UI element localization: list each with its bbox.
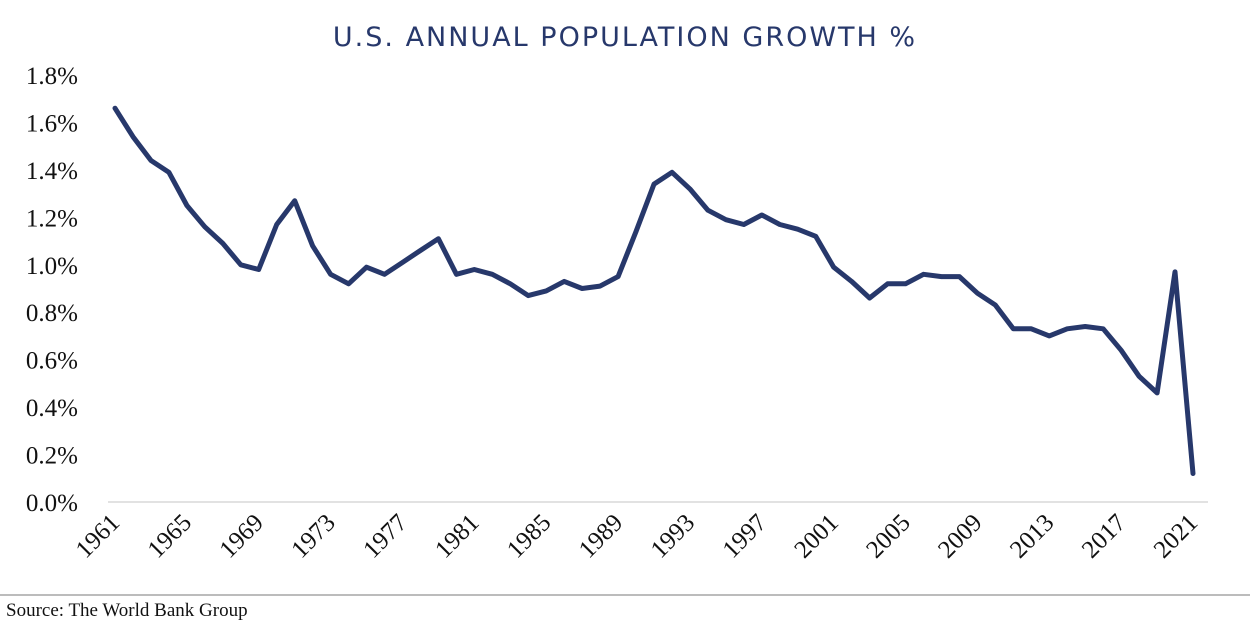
data-point	[669, 170, 674, 175]
data-point	[310, 243, 315, 248]
data-point	[166, 170, 171, 175]
x-tick-label: 1977	[358, 509, 412, 563]
data-point	[1047, 333, 1052, 338]
data-point	[723, 217, 728, 222]
data-point	[831, 265, 836, 270]
data-point	[346, 281, 351, 286]
data-point	[993, 303, 998, 308]
data-point	[1137, 374, 1142, 379]
x-tick-label: 1985	[502, 509, 556, 563]
data-point	[1173, 269, 1178, 274]
data-point	[220, 241, 225, 246]
data-point	[1011, 326, 1016, 331]
data-point	[436, 236, 441, 241]
data-point	[544, 288, 549, 293]
data-point	[939, 274, 944, 279]
data-point	[238, 262, 243, 267]
data-point	[705, 208, 710, 213]
x-tick-label: 1993	[646, 509, 700, 563]
data-point	[490, 272, 495, 277]
x-tick-label: 1973	[286, 509, 340, 563]
data-point	[741, 222, 746, 227]
x-tick-label: 2017	[1077, 509, 1131, 563]
x-tick-label: 2005	[861, 509, 915, 563]
y-tick-label: 1.2%	[26, 205, 78, 232]
data-point	[184, 203, 189, 208]
data-point	[148, 158, 153, 163]
data-point	[1083, 324, 1088, 329]
y-tick-label: 1.0%	[26, 253, 78, 280]
data-point	[1065, 326, 1070, 331]
x-tick-label: 2001	[789, 509, 843, 563]
chart-title: U.S. ANNUAL POPULATION GROWTH %	[333, 22, 917, 53]
y-tick-label: 1.4%	[26, 158, 78, 185]
data-point	[1191, 471, 1196, 476]
data-point	[202, 224, 207, 229]
data-point	[598, 284, 603, 289]
data-point	[256, 267, 261, 272]
data-point	[921, 272, 926, 277]
data-point	[634, 229, 639, 234]
x-tick-label: 1989	[574, 509, 628, 563]
source-note: Source: The World Bank Group	[6, 600, 248, 621]
data-point	[616, 274, 621, 279]
data-point	[849, 279, 854, 284]
y-tick-label: 1.8%	[26, 63, 78, 90]
data-point	[957, 274, 962, 279]
data-point	[975, 291, 980, 296]
data-point	[652, 182, 657, 187]
data-point	[1101, 326, 1106, 331]
y-tick-label: 1.6%	[26, 110, 78, 137]
series-layer	[112, 105, 1196, 476]
data-point	[687, 186, 692, 191]
data-point	[759, 212, 764, 217]
data-point	[508, 281, 513, 286]
data-point	[292, 198, 297, 203]
x-tick-label: 2013	[1005, 509, 1059, 563]
y-axis-ticks: 0.0% 0.2% 0.4% 0.6% 0.8% 1.0% 1.2% 1.4% 1.6% 1.8%	[26, 63, 78, 517]
data-point	[903, 281, 908, 286]
data-point	[777, 222, 782, 227]
data-point	[274, 222, 279, 227]
x-tick-label: 1981	[430, 509, 484, 563]
data-point	[364, 265, 369, 270]
x-axis-ticks: 1961 1965 1969 1973 1977 1981 1985 1989 1993 1997…	[71, 509, 1203, 563]
data-point	[472, 267, 477, 272]
x-tick-label: 2009	[933, 509, 987, 563]
y-tick-label: 0.4%	[26, 395, 78, 422]
data-point	[867, 295, 872, 300]
data-point	[813, 234, 818, 239]
series-line	[112, 105, 1196, 476]
data-point	[526, 293, 531, 298]
data-point	[400, 260, 405, 265]
data-point	[1029, 326, 1034, 331]
y-tick-label: 0.2%	[26, 443, 78, 470]
data-point	[130, 134, 135, 139]
data-point	[454, 272, 459, 277]
y-tick-label: 0.6%	[26, 348, 78, 375]
data-point	[328, 272, 333, 277]
data-point	[418, 248, 423, 253]
x-tick-label: 2021	[1149, 509, 1203, 563]
data-point	[562, 279, 567, 284]
data-point	[795, 227, 800, 232]
data-point	[113, 106, 118, 111]
data-point	[885, 281, 890, 286]
data-point	[382, 272, 387, 277]
data-point	[580, 286, 585, 291]
data-point	[1119, 348, 1124, 353]
data-point	[1155, 390, 1160, 395]
x-tick-label: 1961	[71, 509, 125, 563]
x-tick-label: 1969	[215, 509, 269, 563]
y-tick-label: 0.8%	[26, 300, 78, 327]
x-tick-label: 1965	[143, 509, 197, 563]
y-tick-label: 0.0%	[26, 490, 78, 517]
x-tick-label: 1997	[718, 509, 772, 563]
